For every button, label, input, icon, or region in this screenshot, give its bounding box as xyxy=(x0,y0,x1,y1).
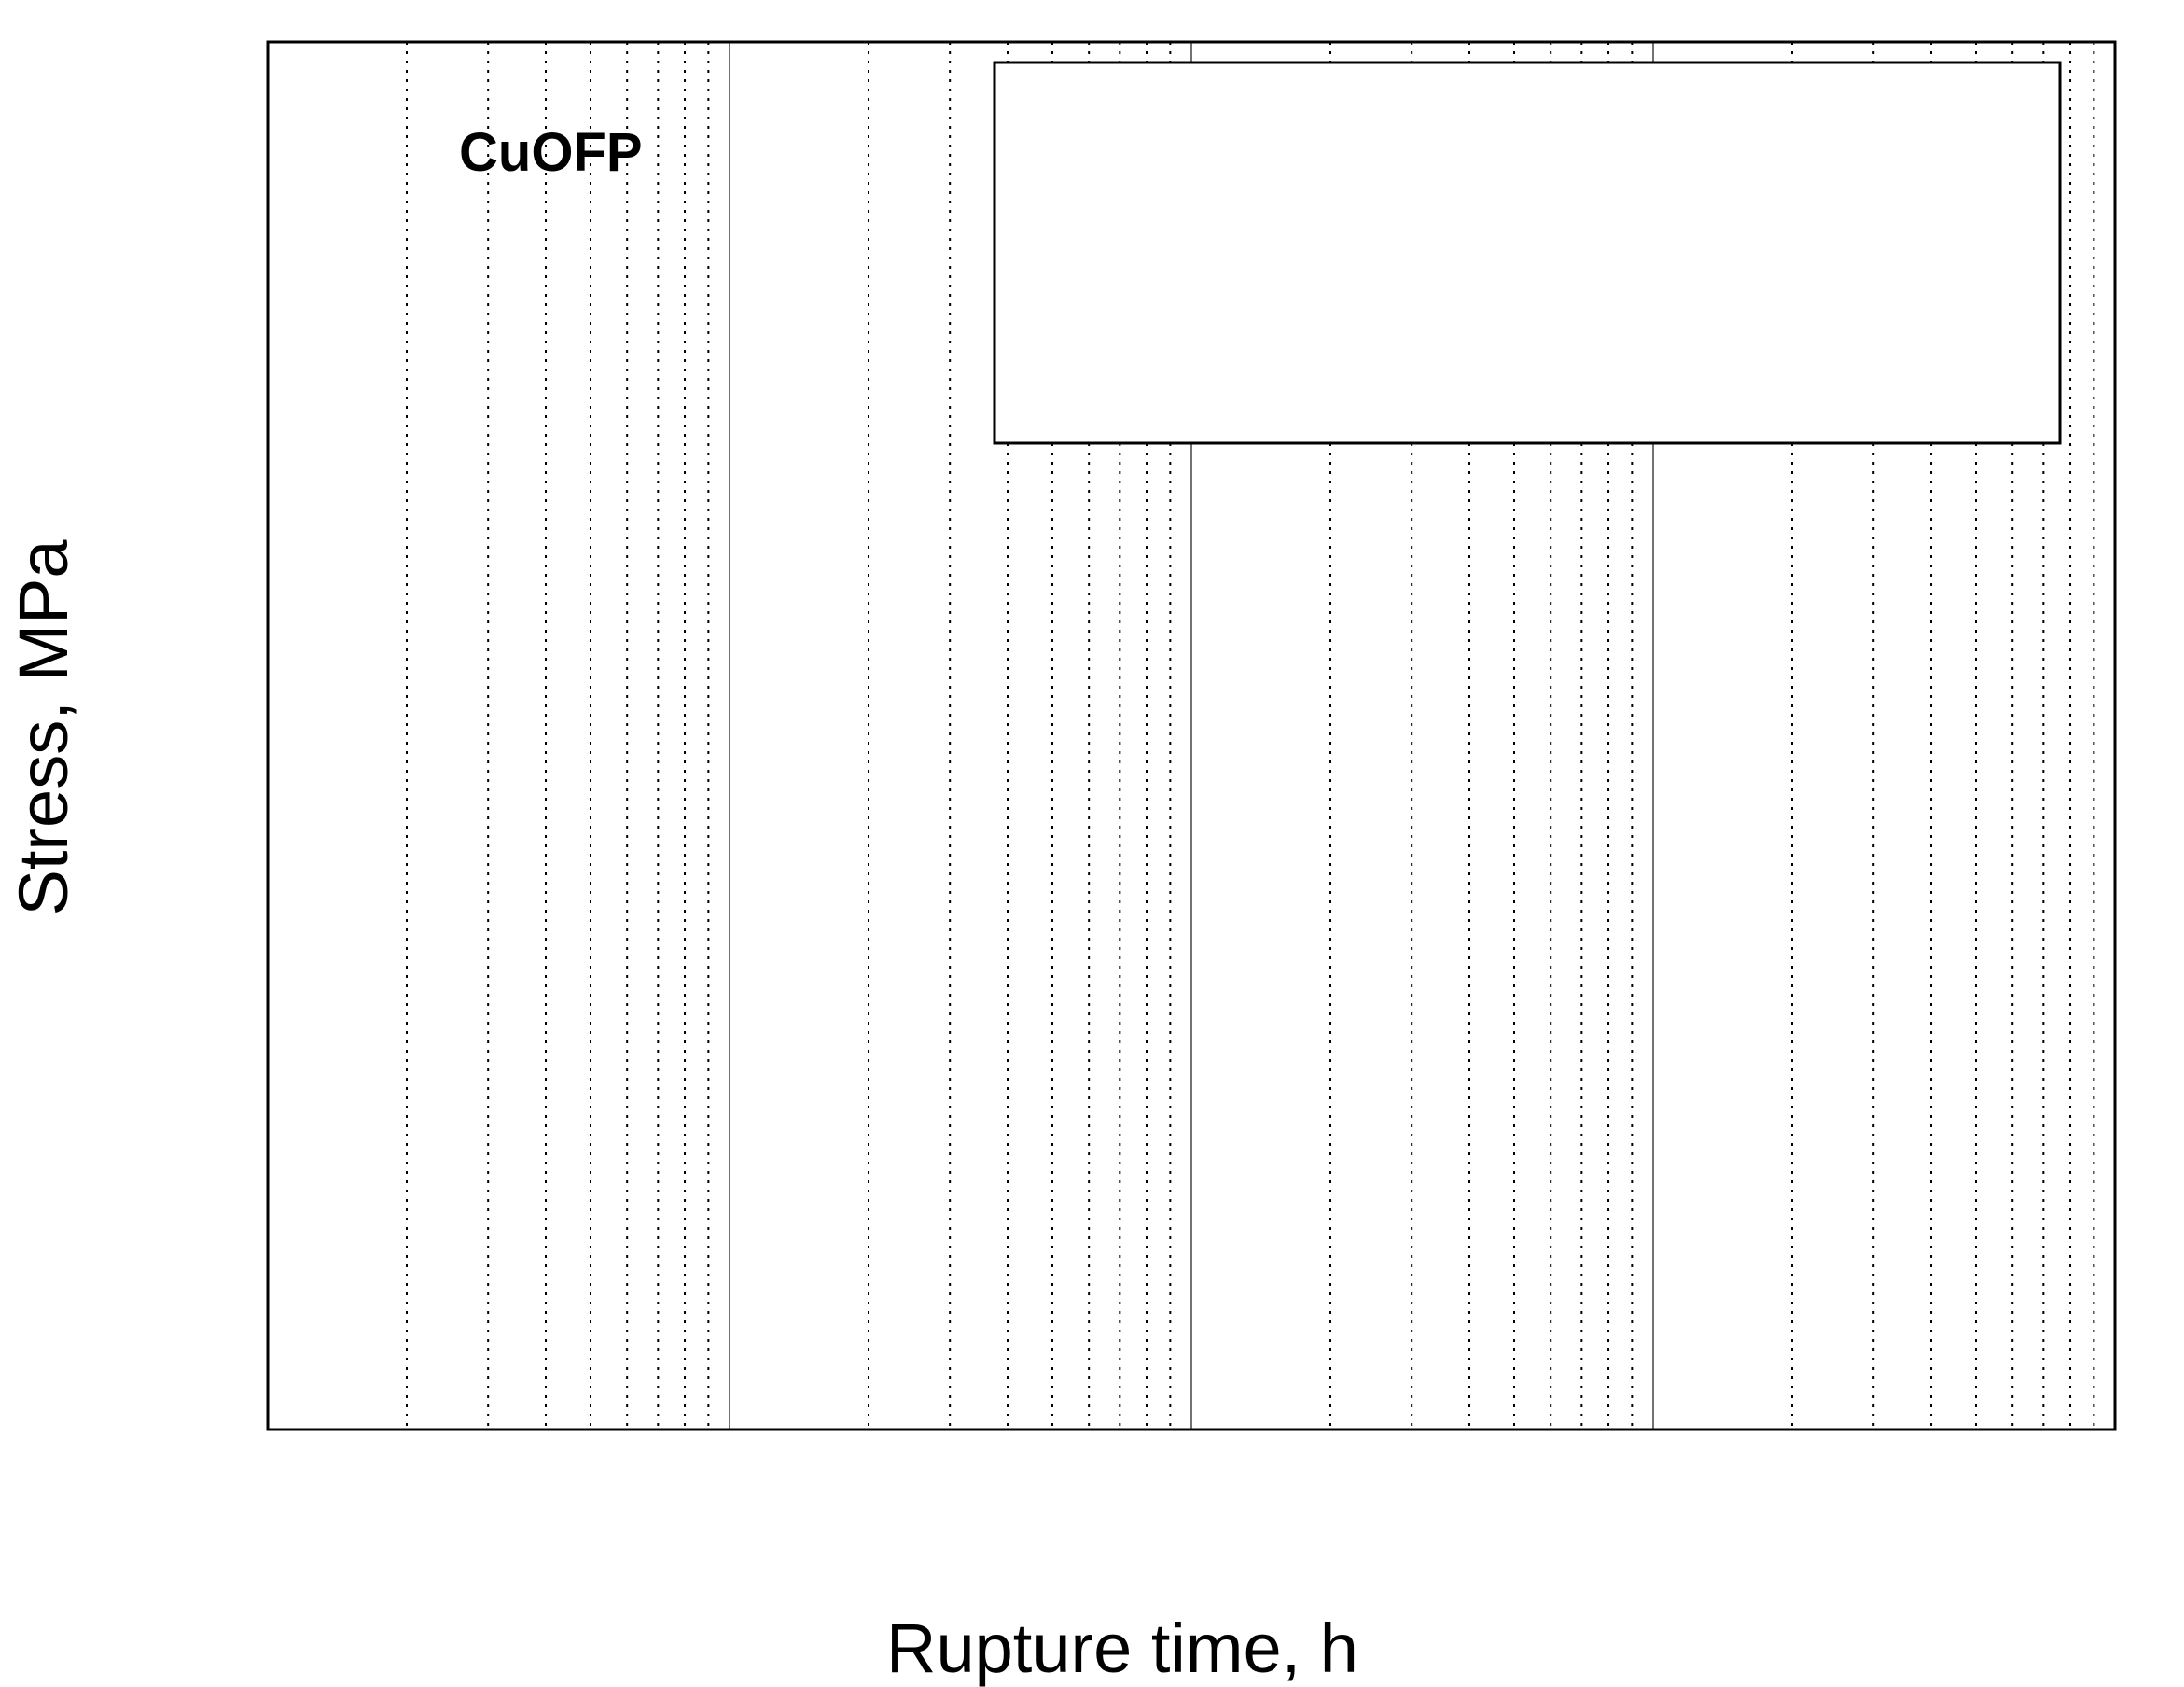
plot-area-frame xyxy=(266,40,2117,1431)
x-axis-label: Rupture time, h xyxy=(886,1610,1358,1687)
y-axis-label: Stress, MPa xyxy=(5,539,82,916)
legend xyxy=(993,61,2062,445)
chart-annotation: CuOFP xyxy=(459,122,643,183)
legend-box xyxy=(993,61,2062,445)
